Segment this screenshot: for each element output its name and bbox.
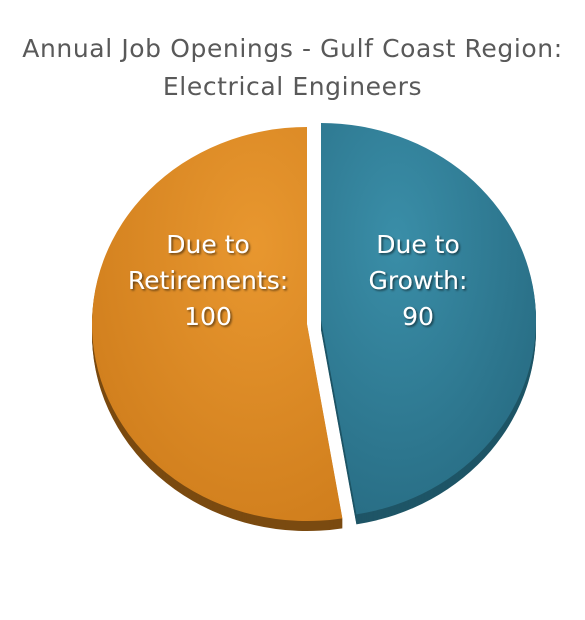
pie-slice-0 [321, 123, 536, 515]
pie-slice-label-line: Due to [376, 230, 460, 259]
pie-slice-1 [91, 127, 343, 521]
pie-slice-label-line: Growth: [369, 266, 468, 295]
pie-slice-label-line: 90 [402, 302, 434, 331]
pie-slice-label-line: Retirements: [128, 266, 288, 295]
chart-title: Annual Job Openings - Gulf Coast Region:… [0, 30, 585, 106]
pie-slice-label-line: Due to [166, 230, 250, 259]
chart-title-line-1: Annual Job Openings - Gulf Coast Region: [22, 34, 563, 63]
pie-slice-label-0: Due to Growth: 90 [369, 230, 468, 331]
pie-slice-label-1: Due to Retirements: 100 [128, 230, 288, 331]
chart-title-line-2: Electrical Engineers [162, 72, 423, 101]
pie-slice-label-line: 100 [184, 302, 232, 331]
